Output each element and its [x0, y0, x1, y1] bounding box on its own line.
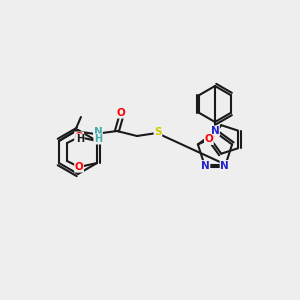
- Text: H: H: [94, 134, 102, 144]
- Text: H: H: [76, 134, 84, 144]
- Text: S: S: [154, 127, 162, 137]
- Text: N: N: [201, 160, 210, 171]
- Text: O: O: [75, 162, 83, 172]
- Text: O: O: [75, 132, 83, 142]
- Text: N: N: [220, 160, 229, 171]
- Text: N: N: [94, 127, 102, 137]
- Text: O: O: [205, 134, 213, 144]
- Text: O: O: [117, 108, 125, 118]
- Text: N: N: [211, 126, 219, 136]
